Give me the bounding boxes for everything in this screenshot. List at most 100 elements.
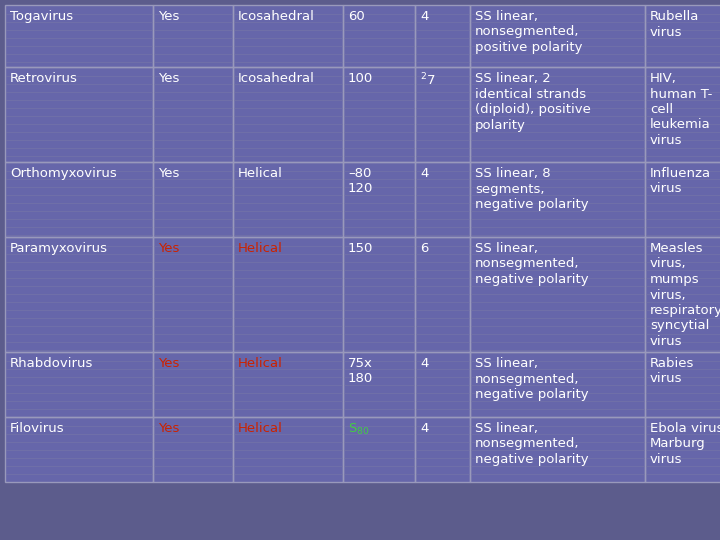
Bar (153, 5, 233, 67)
Bar (233, 5, 343, 67)
Text: Yes: Yes (158, 422, 179, 435)
Bar (153, 5, 233, 67)
Text: Paramyxovirus: Paramyxovirus (10, 242, 108, 255)
Bar (415, 237, 470, 352)
Bar (5, 352, 153, 417)
Bar (343, 237, 415, 352)
Bar (470, 162, 645, 237)
Bar (5, 237, 153, 352)
Text: Measles
virus,
mumps
virus,
respiratory
syncytial
virus: Measles virus, mumps virus, respiratory … (650, 242, 720, 348)
Bar (415, 162, 470, 237)
Bar (153, 162, 233, 237)
Bar (343, 352, 415, 417)
Bar (645, 162, 720, 237)
Text: Influenza
virus: Influenza virus (650, 167, 711, 195)
Text: Yes: Yes (158, 10, 179, 23)
Bar (343, 67, 415, 162)
Bar (470, 67, 645, 162)
Bar (645, 67, 720, 162)
Bar (5, 417, 153, 482)
Bar (233, 162, 343, 237)
Bar (415, 5, 470, 67)
Bar (415, 237, 470, 352)
Bar (343, 162, 415, 237)
Bar (415, 417, 470, 482)
Bar (5, 67, 153, 162)
Bar (470, 352, 645, 417)
Text: Yes: Yes (158, 72, 179, 85)
Bar (233, 67, 343, 162)
Bar (233, 162, 343, 237)
Text: Rubella
virus: Rubella virus (650, 10, 699, 38)
Bar (5, 352, 153, 417)
Text: Yes: Yes (158, 167, 179, 180)
Bar (343, 352, 415, 417)
Text: Orthomyxovirus: Orthomyxovirus (10, 167, 117, 180)
Text: Filovirus: Filovirus (10, 422, 65, 435)
Text: Retrovirus: Retrovirus (10, 72, 78, 85)
Bar (153, 237, 233, 352)
Text: SS linear,
nonsegmented,
negative polarity: SS linear, nonsegmented, negative polari… (475, 422, 589, 466)
Bar (153, 162, 233, 237)
Bar (415, 67, 470, 162)
Bar (415, 5, 470, 67)
Bar (645, 352, 720, 417)
Text: SS linear,
nonsegmented,
negative polarity: SS linear, nonsegmented, negative polari… (475, 357, 589, 401)
Text: SS linear,
nonsegmented,
negative polarity: SS linear, nonsegmented, negative polari… (475, 242, 589, 286)
Text: Rhabdovirus: Rhabdovirus (10, 357, 94, 370)
Text: S$_{80}$: S$_{80}$ (348, 422, 369, 437)
Bar (343, 417, 415, 482)
Bar (343, 5, 415, 67)
Text: 4: 4 (420, 167, 428, 180)
Text: –80
120: –80 120 (348, 167, 374, 195)
Text: Togavirus: Togavirus (10, 10, 73, 23)
Bar (343, 162, 415, 237)
Bar (5, 162, 153, 237)
Bar (415, 352, 470, 417)
Bar (5, 5, 153, 67)
Bar (153, 417, 233, 482)
Bar (233, 352, 343, 417)
Bar (5, 67, 153, 162)
Text: SS linear,
nonsegmented,
positive polarity: SS linear, nonsegmented, positive polari… (475, 10, 582, 54)
Bar (645, 237, 720, 352)
Bar (233, 237, 343, 352)
Bar (153, 417, 233, 482)
Bar (470, 67, 645, 162)
Bar (645, 352, 720, 417)
Bar (645, 417, 720, 482)
Bar (470, 352, 645, 417)
Text: HIV,
human T-
cell
leukemia
virus: HIV, human T- cell leukemia virus (650, 72, 712, 147)
Bar (5, 237, 153, 352)
Text: Ebola virus,
Marburg
virus: Ebola virus, Marburg virus (650, 422, 720, 466)
Text: Icosahedral: Icosahedral (238, 10, 315, 23)
Text: 4: 4 (420, 10, 428, 23)
Bar (153, 352, 233, 417)
Bar (5, 162, 153, 237)
Bar (415, 352, 470, 417)
Text: Icosahedral: Icosahedral (238, 72, 315, 85)
Bar (470, 5, 645, 67)
Text: Helical: Helical (238, 167, 283, 180)
Bar (153, 237, 233, 352)
Bar (233, 67, 343, 162)
Text: 75x
180: 75x 180 (348, 357, 373, 386)
Bar (233, 417, 343, 482)
Bar (470, 417, 645, 482)
Bar (233, 417, 343, 482)
Text: 4: 4 (420, 357, 428, 370)
Bar (645, 162, 720, 237)
Text: $^{2}$7: $^{2}$7 (420, 72, 436, 89)
Bar (153, 67, 233, 162)
Bar (645, 5, 720, 67)
Bar (415, 417, 470, 482)
Bar (343, 417, 415, 482)
Bar (233, 5, 343, 67)
Bar (645, 5, 720, 67)
Bar (233, 352, 343, 417)
Bar (470, 162, 645, 237)
Bar (470, 237, 645, 352)
Text: 150: 150 (348, 242, 374, 255)
Bar (5, 417, 153, 482)
Bar (645, 417, 720, 482)
